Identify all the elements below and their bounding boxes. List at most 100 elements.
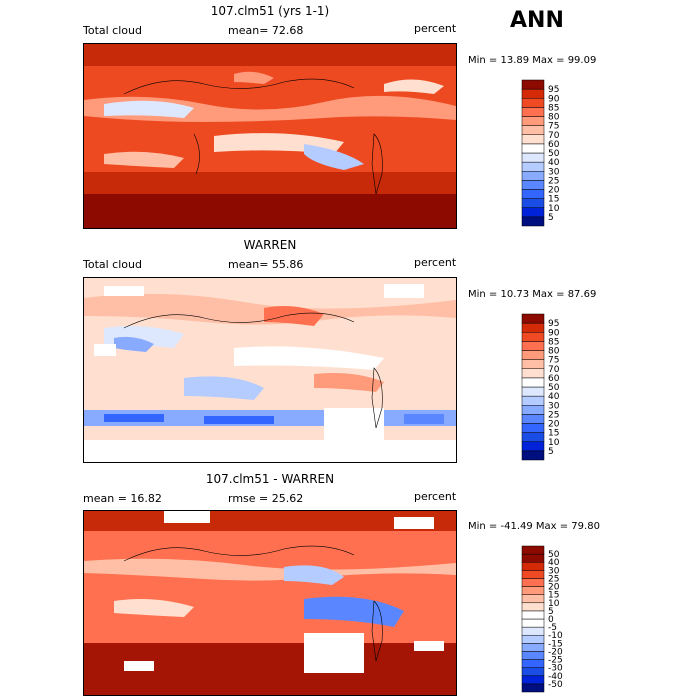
panel-3-title: 107.clm51 - WARREN [205,472,335,486]
colorbar-1-label-9: 70 [548,131,560,141]
colorbar-1-swatch-1 [521,207,545,218]
colorbar-3-swatch-1 [521,675,545,685]
panel-2-mean-value: 55.86 [271,258,304,271]
colorbar-2-label-3: 20 [548,420,560,430]
colorbar-3-label-7: -5 [548,623,557,633]
colorbar-2-swatch-8 [521,377,545,388]
colorbar-1-label-2: 15 [548,195,559,205]
colorbar-3-label-4: -20 [548,647,563,657]
colorbar-3-swatch-12 [521,586,545,595]
panel-3-unit: percent [414,490,457,503]
colorbar-1-label-5: 30 [548,167,560,177]
colorbar-1-label-7: 50 [548,149,560,159]
panel-2-mean-text: mean= [228,258,269,271]
colorbar-1-swatch-11 [521,116,545,126]
colorbar-1-swatch-14 [521,88,545,99]
colorbar-3-swatch-9 [521,610,545,620]
colorbar-2-swatch-4 [521,414,545,424]
colorbar-1-swatch-9 [521,134,545,145]
colorbar-2-swatch-14 [521,322,545,333]
colorbar-2-label-13: 90 [548,328,560,338]
colorbar-2-swatch-15 [521,313,545,324]
panel-3-rmse-text: rmse = [228,492,269,505]
panel-1-mean-text: mean= [228,24,269,37]
colorbar-3-label-12: 20 [548,583,560,593]
panel-2-colorbar: 5 10 15 20 25 30 40 50 60 70 75 80 85 90 95 [521,313,582,468]
colorbar-1-swatch-5 [521,171,545,181]
colorbar-2-swatch-6 [521,395,545,406]
colorbar-2-swatch-11 [521,350,545,360]
panel-1-map-svg [84,44,456,228]
season-label: ANN [510,8,564,33]
colorbar-3-swatch-6 [521,634,545,644]
colorbar-2-label-8: 60 [548,374,560,384]
colorbar-1-label-12: 85 [548,103,559,113]
colorbar-2-swatch-10 [521,359,545,369]
colorbar-2-swatch-7 [521,386,545,397]
colorbar-3-swatch-7 [521,626,545,636]
panel-1-title: 107.clm51 (yrs 1-1) [210,4,330,18]
colorbar-1-label-0: 5 [548,213,554,223]
colorbar-3-swatch-17 [521,545,545,555]
colorbar-1-swatch-3 [521,189,545,199]
colorbar-1-label-10: 75 [548,122,559,132]
colorbar-2-label-10: 75 [548,356,559,366]
panel-3-map-svg [84,511,456,695]
panel-1-mean-label: mean= 72.68 [228,24,303,37]
colorbar-2-swatch-5 [521,405,545,415]
colorbar-1-label-1: 10 [548,204,560,214]
colorbar-3-label-6: -10 [548,631,563,641]
colorbar-1-swatch-8 [521,143,545,154]
panel-3-map [83,510,457,696]
colorbar-2-label-14: 95 [548,319,559,329]
colorbar-3-swatch-2 [521,667,545,677]
colorbar-3-swatch-10 [521,602,545,612]
panel-2-min-max: Min = 10.73 Max = 87.69 [468,289,597,300]
panel-2-title: WARREN [243,238,297,252]
panel-3-min-max: Min = -41.49 Max = 79.80 [468,521,600,532]
colorbar-3-label-14: 30 [548,566,560,576]
colorbar-2-swatch-1 [521,441,545,452]
panel-1-colorbar: 5 10 15 20 25 30 40 50 60 70 75 80 85 90 95 [521,79,582,234]
panel-3-left-label: mean = 16.82 [83,492,162,505]
colorbar-1-swatch-15 [521,79,545,90]
colorbar-3-swatch-11 [521,594,545,604]
panel-1-unit: percent [414,22,457,35]
colorbar-1-label-11: 80 [548,113,560,123]
colorbar-3-label-5: -15 [548,639,563,649]
panel-3-rmse-label: rmse = 25.62 [228,492,303,505]
panel-2-unit: percent [414,256,457,269]
colorbar-1-swatch-4 [521,180,545,190]
colorbar-3-swatch-16 [521,553,545,563]
colorbar-1-label-4: 25 [548,176,559,186]
colorbar-1-label-6: 40 [548,158,560,168]
colorbar-1-label-14: 95 [548,85,559,95]
colorbar-2-label-2: 15 [548,429,559,439]
panel-3-colorbar: -50 -40 -30 -25 -20 -15 -10 -5 0 5 10 15 20 25 30 40 50 [521,545,582,700]
colorbar-3-label-8: 0 [548,615,554,625]
colorbar-2-label-9: 70 [548,365,560,375]
colorbar-1-label-8: 60 [548,140,560,150]
colorbar-3-swatch-3 [521,659,545,668]
colorbar-3-swatch-14 [521,570,545,579]
colorbar-1-swatch-12 [521,107,545,117]
colorbar-3-swatch-4 [521,651,545,660]
colorbar-1-swatch-13 [521,98,545,108]
panel-1-map [83,43,457,229]
colorbar-1-label-13: 90 [548,94,560,104]
colorbar-1-swatch-7 [521,152,545,163]
colorbar-3-label-0: -50 [548,680,563,690]
colorbar-3-label-10: 10 [548,599,560,609]
colorbar-3-swatch-0 [521,683,545,693]
colorbar-2-swatch-9 [521,368,545,379]
panel-2-left-label: Total cloud [83,258,142,271]
colorbar-3-label-11: 15 [548,591,559,601]
colorbar-3-swatch-13 [521,578,545,587]
panel-1-mean-value: 72.68 [271,24,304,37]
colorbar-3-label-13: 25 [548,574,559,584]
colorbar-2-swatch-3 [521,423,545,433]
colorbar-2-label-1: 10 [548,438,560,448]
